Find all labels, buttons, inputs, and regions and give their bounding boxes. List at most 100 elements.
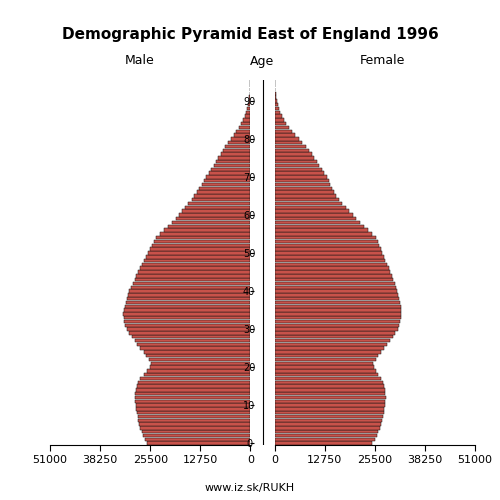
Bar [274,160,316,164]
Bar [137,411,250,414]
Bar [132,335,250,338]
Bar [274,164,319,168]
Bar [176,217,250,220]
Bar [274,145,306,148]
Bar [140,266,250,270]
Bar [160,232,250,235]
Bar [136,388,250,392]
Bar [124,304,250,308]
Bar [243,118,250,122]
Bar [248,107,250,110]
Bar [214,164,250,168]
Bar [143,434,250,437]
Bar [274,278,393,281]
Bar [139,422,250,426]
Bar [274,392,386,396]
Bar [197,190,250,194]
Bar [144,350,250,354]
Bar [274,228,368,232]
Bar [123,312,250,316]
Bar [274,255,384,258]
Bar [150,248,250,251]
Bar [274,92,276,95]
Bar [274,404,385,407]
Bar [126,324,250,327]
Bar [220,152,250,156]
Bar [274,175,327,178]
Bar [138,342,250,346]
Bar [274,350,381,354]
Bar [239,126,250,129]
Bar [274,282,395,285]
Bar [185,206,250,209]
Bar [274,206,345,209]
Text: Demographic Pyramid East of England 1996: Demographic Pyramid East of England 1996 [62,28,438,42]
Bar [274,354,378,358]
Bar [274,134,295,137]
Text: www.iz.sk/RUKH: www.iz.sk/RUKH [205,482,295,492]
Bar [274,324,399,327]
Bar [274,244,379,247]
Bar [156,236,250,240]
Bar [130,290,250,292]
Text: Age: Age [250,54,274,68]
Bar [211,168,250,171]
Text: Male: Male [125,54,155,68]
Bar [274,262,387,266]
Bar [274,373,378,376]
Bar [274,286,396,289]
Bar [179,214,250,216]
Bar [146,255,250,258]
Bar [274,252,382,254]
Bar [172,221,250,224]
Bar [274,400,386,403]
Bar [274,377,380,380]
Bar [152,362,250,365]
Bar [145,438,250,441]
Bar [148,442,250,445]
Bar [182,210,250,213]
Bar [126,300,250,304]
Bar [274,84,275,87]
Bar [274,210,349,213]
Bar [128,293,250,296]
Bar [150,366,250,369]
Bar [274,122,286,126]
Bar [274,358,376,361]
Text: Female: Female [360,54,405,68]
Bar [274,194,336,198]
Bar [209,172,250,175]
Bar [135,396,250,399]
Bar [248,103,250,106]
Bar [274,415,383,418]
Bar [245,114,250,118]
Bar [274,308,401,312]
Bar [164,228,250,232]
Bar [274,99,277,102]
Bar [146,354,250,358]
Bar [274,338,390,342]
Bar [274,107,279,110]
Bar [274,183,330,186]
Bar [274,156,314,160]
Bar [154,240,250,244]
Bar [136,274,250,278]
Bar [140,346,250,350]
Bar [274,312,402,316]
Bar [274,118,284,122]
Bar [274,434,376,437]
Bar [274,148,309,152]
Bar [274,221,360,224]
Bar [131,286,250,289]
Bar [274,217,356,220]
Bar [274,88,276,91]
Bar [234,134,250,137]
Bar [216,160,250,164]
Bar [274,297,399,300]
Bar [200,186,250,190]
Bar [274,168,322,171]
Bar [274,190,334,194]
Bar [274,141,302,144]
Bar [218,156,250,160]
Bar [274,335,393,338]
